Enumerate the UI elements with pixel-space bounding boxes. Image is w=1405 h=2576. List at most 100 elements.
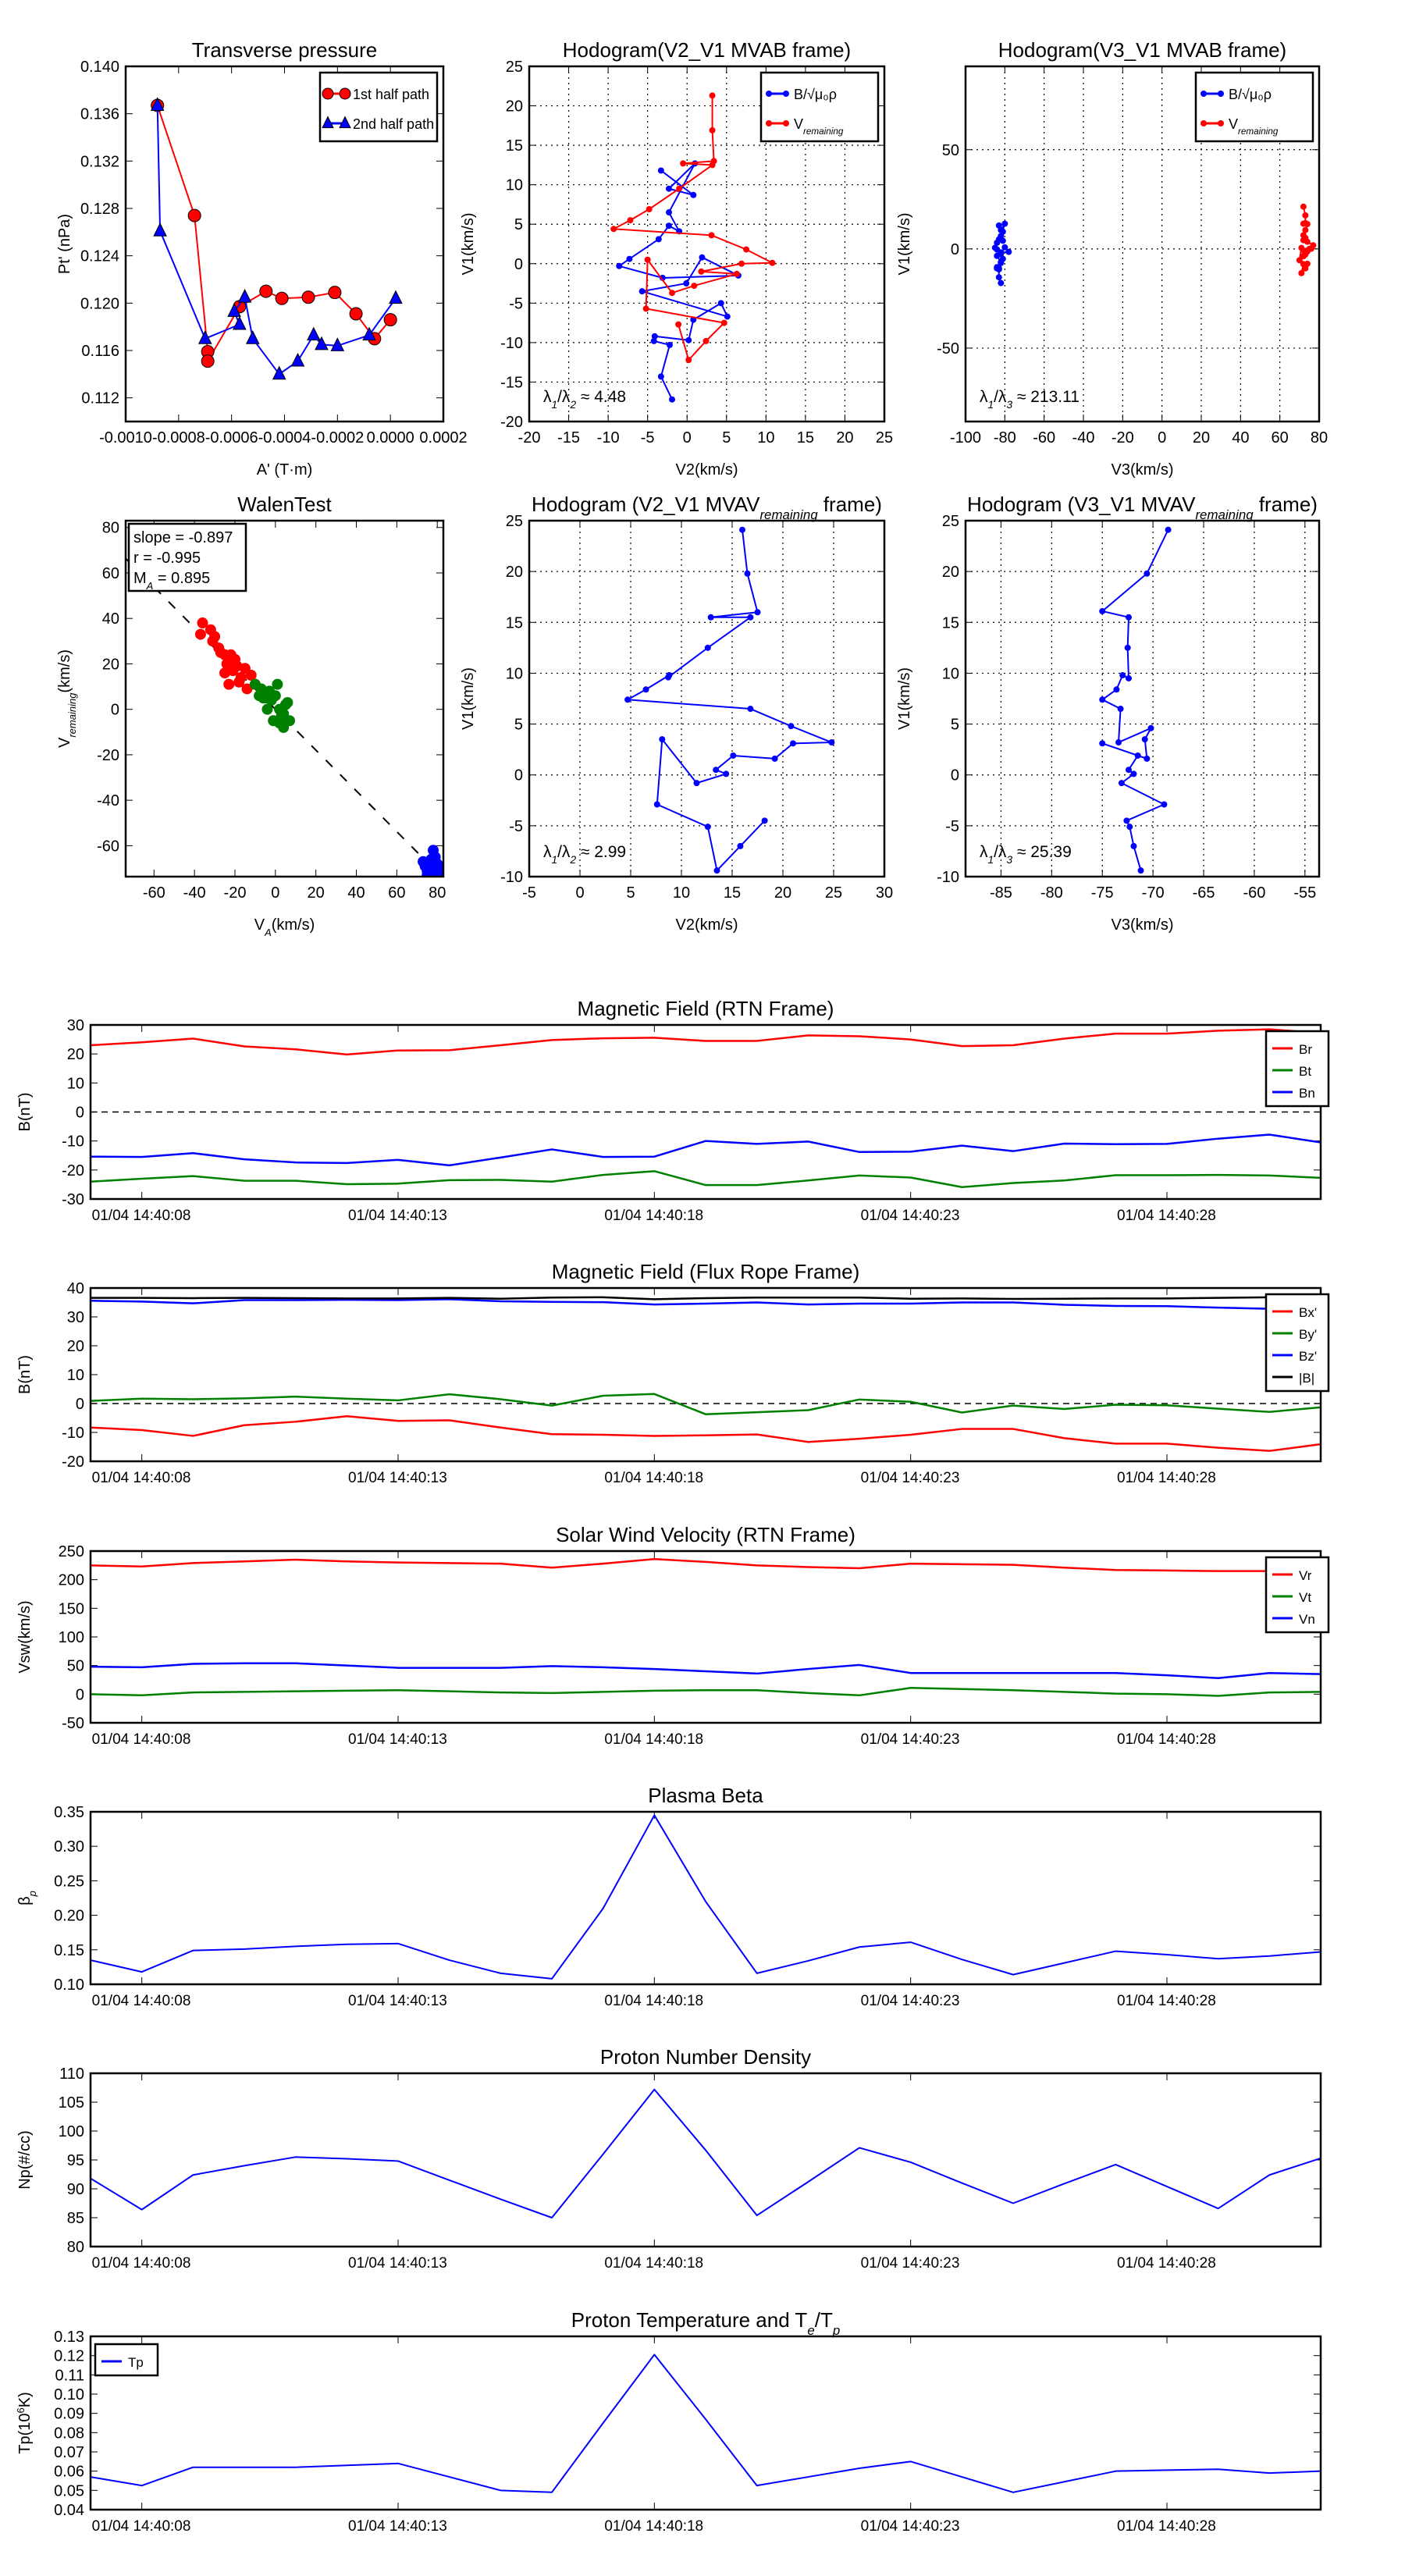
legend-label-part: V: [794, 116, 803, 132]
legend-label: B/√μ₀ρ: [794, 87, 837, 102]
x-tick-label: 01/04 14:40:18: [604, 2255, 703, 2272]
walen-stat-part: A: [146, 580, 154, 592]
y-axis-label: B(nT): [16, 1355, 34, 1394]
y-axis-label-part: (km/s): [56, 649, 73, 693]
y-tick-label: -10: [500, 335, 523, 352]
x-tick-label: -80: [1040, 884, 1063, 902]
chart-title-part: e: [807, 2323, 814, 2338]
series-b-: [616, 160, 742, 403]
y-tick-label: -50: [937, 340, 959, 358]
x-tick-label: 30: [876, 884, 893, 902]
y-tick-label: 20: [506, 564, 523, 581]
chart-title: Hodogram (V3_V1 MVAVremaining frame): [967, 493, 1318, 522]
walen-stat: r = -0.995: [133, 550, 201, 567]
eigenvalue-ratio-part: λ: [980, 388, 988, 406]
legend-marker: [1200, 91, 1207, 97]
x-tick-label: -20: [224, 884, 247, 902]
legend: B/√μ₀ρ Vremaining: [759, 71, 880, 143]
series-0-point: [1125, 614, 1132, 621]
2nd-half-path-point: [362, 326, 376, 341]
y-tick-label: 30: [67, 1309, 84, 1326]
x-tick-label: 15: [797, 429, 814, 447]
chart-title-part: frame): [1254, 493, 1318, 516]
x-tick-label: 80: [1311, 429, 1328, 447]
y-tick-label: 0.04: [54, 2502, 84, 2519]
proton-temperature-chart: 01/04 14:40:08 01/04 14:40:13 01/04 14:40:…: [15, 2308, 1322, 2535]
legend: Bx' By' Bz' |B|: [1264, 1293, 1330, 1393]
legend-marker: [1218, 120, 1224, 126]
series-bt: [91, 1170, 1321, 1189]
y-axis-label: Vremaining(km/s): [56, 649, 78, 748]
y-tick-label: 0.20: [54, 1908, 84, 1925]
axes-frame: [89, 1023, 1322, 1201]
eigenvalue-ratio-part: λ: [980, 843, 988, 861]
chart-title: Hodogram(V3_V1 MVAB frame): [998, 38, 1286, 62]
x-axis-label-part: (km/s): [272, 916, 315, 934]
axes-frame: [528, 65, 886, 423]
y-tick-label: 150: [59, 1600, 84, 1617]
legend-label: Bt: [1299, 1064, 1311, 1079]
vremaining-point: [685, 357, 692, 364]
chart-title-part: /T: [815, 2308, 833, 2332]
x-axis-label: VA(km/s): [254, 916, 315, 938]
eigenvalue-ratio-part: 1: [988, 854, 994, 866]
x-axis-label-part: V: [254, 916, 265, 934]
y-tick-label: 30: [67, 1017, 84, 1034]
chart-title-part: Magnetic Field (Flux Rope Frame): [552, 1260, 859, 1283]
y-axis-label-part: V1(km/s): [460, 213, 477, 276]
hodogram-v2v1-mvab-chart: -20 -15 -10 -5 0 5 10 15 20 25 -20 -15 -10 -5 0 5 10 15 20…: [460, 38, 893, 479]
series-0-point: [653, 801, 660, 808]
y-tick-label: -50: [62, 1715, 84, 1732]
legend-marker: [766, 91, 772, 97]
y-tick-label: 0.120: [80, 295, 119, 312]
legend-label: Bz': [1299, 1349, 1317, 1364]
vremaining-point: [1304, 238, 1311, 245]
chart-title-part: Plasma Beta: [648, 1784, 763, 1807]
hodogram-v3v1-mvav-chart: -85 -80 -75 -70 -65 -60 -55 -10 -5 0 5 10 15 20 25 Hodo…: [896, 493, 1321, 934]
chart-title-part: remaining: [1195, 507, 1254, 522]
x-tick-label: 10: [673, 884, 690, 902]
y-tick-label: 0.13: [54, 2329, 84, 2346]
legend-label: Vt: [1299, 1590, 1311, 1605]
x-axis-label: V2(km/s): [676, 916, 738, 934]
2nd-half-path-point: [233, 315, 247, 330]
y-tick-label: 5: [514, 216, 523, 233]
y-tick-label: 40: [102, 610, 119, 628]
x-axis-label-part: A' (T·m): [257, 461, 313, 479]
b--point: [665, 209, 672, 216]
axes-frame: [89, 2335, 1322, 2511]
eigenvalue-ratio-part: /λ: [557, 843, 571, 861]
chart-title: Transverse pressure: [192, 38, 377, 62]
legend-label-part: remaining: [1238, 126, 1279, 137]
legend-label: 2nd half path: [353, 116, 434, 132]
vremaining-point: [709, 162, 716, 169]
b--point: [699, 254, 706, 261]
y-tick-label: 0: [76, 1105, 84, 1122]
y-tick-label: 105: [59, 2094, 84, 2112]
x-tick-label: -5: [522, 884, 536, 902]
solar-wind-velocity-chart: 01/04 14:40:08 01/04 14:40:13 01/04 14:40:…: [16, 1523, 1330, 1748]
vremaining-point: [720, 319, 727, 326]
transverse-pressure-chart: -0.0010 -0.0008 -0.0006 -0.0004 -0.0002 0.000…: [56, 38, 468, 479]
x-tick-label: 01/04 14:40:28: [1117, 2518, 1216, 2535]
series-1-point: [274, 717, 286, 729]
b--point: [994, 252, 1001, 259]
1st-half-path-point: [259, 284, 273, 298]
x-tick-label: 0.0000: [367, 429, 414, 447]
1st-half-path-point: [275, 291, 289, 305]
y-tick-label: 85: [67, 2210, 84, 2227]
walen-stat: slope = -0.897: [133, 529, 233, 546]
x-tick-label: -20: [518, 429, 541, 447]
x-tick-label: -100: [950, 429, 981, 447]
y-tick-label: 0.35: [54, 1804, 84, 1821]
vremaining-point: [644, 256, 651, 263]
vremaining-point: [738, 260, 745, 267]
series-0-point: [209, 631, 221, 642]
y-axis-label-part: 6: [15, 2407, 27, 2413]
x-axis-label: V3(km/s): [1112, 916, 1174, 934]
plasma-beta-chart: 01/04 14:40:08 01/04 14:40:13 01/04 14:40:…: [16, 1784, 1322, 2009]
x-tick-label: 5: [626, 884, 635, 902]
x-tick-label: -0.0010: [99, 429, 152, 447]
y-tick-label: 25: [506, 59, 523, 76]
